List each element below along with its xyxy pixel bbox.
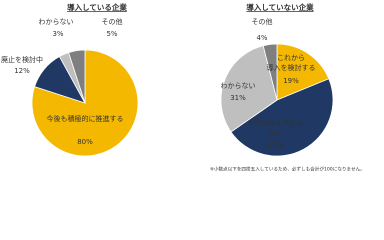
chart-title: 導入していない企業: [246, 2, 314, 12]
slice-label: その他: [102, 17, 123, 26]
chart: 導入している企業 導入していない企業 ※小数点以下を四捨五入しているため、必ずし…: [1, 2, 365, 173]
slice-label: わからない: [39, 18, 74, 26]
pie-slice: [230, 78, 334, 157]
pie-slice: [220, 45, 278, 133]
slice-value-label: 47%: [267, 141, 283, 149]
slice-label: わからない: [221, 82, 256, 90]
slice-value-label: 80%: [77, 138, 93, 146]
slice-value-label: 12%: [14, 67, 30, 75]
slice-label: 今後も積極的に推進する: [47, 114, 124, 123]
slice-label: 今後も導入予定はない: [247, 118, 303, 137]
slice-label: その他: [252, 17, 273, 26]
pie-slice: [262, 43, 278, 101]
slice-label: 廃止を検討中: [1, 55, 43, 64]
page: 導入している企業 導入していない企業 ※小数点以下を四捨五入しているため、必ずし…: [1, 2, 365, 173]
pie-slice: [276, 43, 330, 101]
footnote: ※小数点以下を四捨五入しているため、必ずしも合計が100になりません。: [210, 166, 365, 173]
chart-title: 導入している企業: [67, 2, 127, 12]
slice-value-label: 31%: [230, 94, 246, 102]
slice-value-label: 3%: [52, 30, 63, 38]
slice-label: これから導入を検討する: [267, 54, 316, 72]
slice-value-label: 5%: [106, 30, 117, 38]
pie-slice: [68, 49, 86, 104]
slice-value-label: 19%: [283, 77, 299, 85]
slice-value-label: 4%: [256, 34, 267, 42]
pie-slice: [31, 49, 139, 157]
